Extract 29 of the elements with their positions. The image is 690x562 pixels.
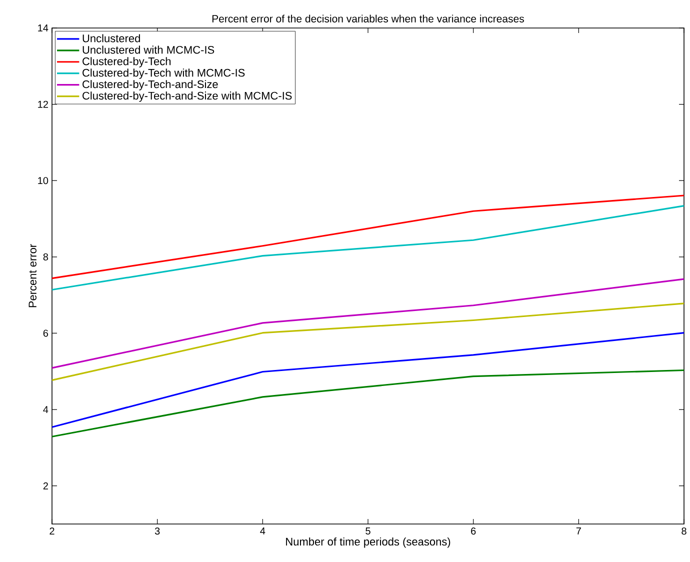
x-tick-label: 5 (366, 528, 370, 535)
legend-label: Clustered-by-Tech-and-Size (82, 80, 218, 90)
chart-title: Percent error of the decision variables when the variance increases (212, 14, 524, 22)
x-axis-title: Number of time periods (seasons) (286, 537, 450, 548)
x-tick-label: 7 (576, 528, 581, 534)
line-series (52, 204, 684, 291)
line-series (52, 332, 684, 428)
x-tick-label: 2 (50, 528, 54, 535)
y-tick-label: 12 (38, 100, 48, 108)
legend-label: Clustered-by-Tech-and-Size with MCMC-IS (82, 92, 292, 102)
y-tick-label: 14 (38, 24, 48, 32)
y-tick-label: 10 (38, 177, 48, 184)
line-series (52, 194, 684, 280)
legend-label: Clustered-by-Tech (82, 57, 171, 68)
x-tick-label: 4 (260, 528, 266, 534)
line-series (52, 302, 684, 381)
y-tick-label: 2 (43, 482, 48, 490)
line-series (52, 369, 684, 438)
y-tick-label: 4 (43, 406, 48, 413)
y-tick-label: 6 (43, 330, 48, 337)
x-tick-label: 6 (471, 528, 476, 535)
legend-label: Unclustered (82, 34, 140, 42)
y-axis-title: Percent error (28, 244, 36, 308)
line-series (52, 278, 684, 369)
x-tick-label: 3 (154, 528, 160, 535)
legend-label: Clustered-by-Tech with MCMC-IS (82, 68, 245, 79)
y-tick-label: 8 (43, 253, 48, 260)
x-tick-label: 8 (682, 528, 686, 535)
legend-label: Unclustered with MCMC-IS (82, 46, 214, 54)
